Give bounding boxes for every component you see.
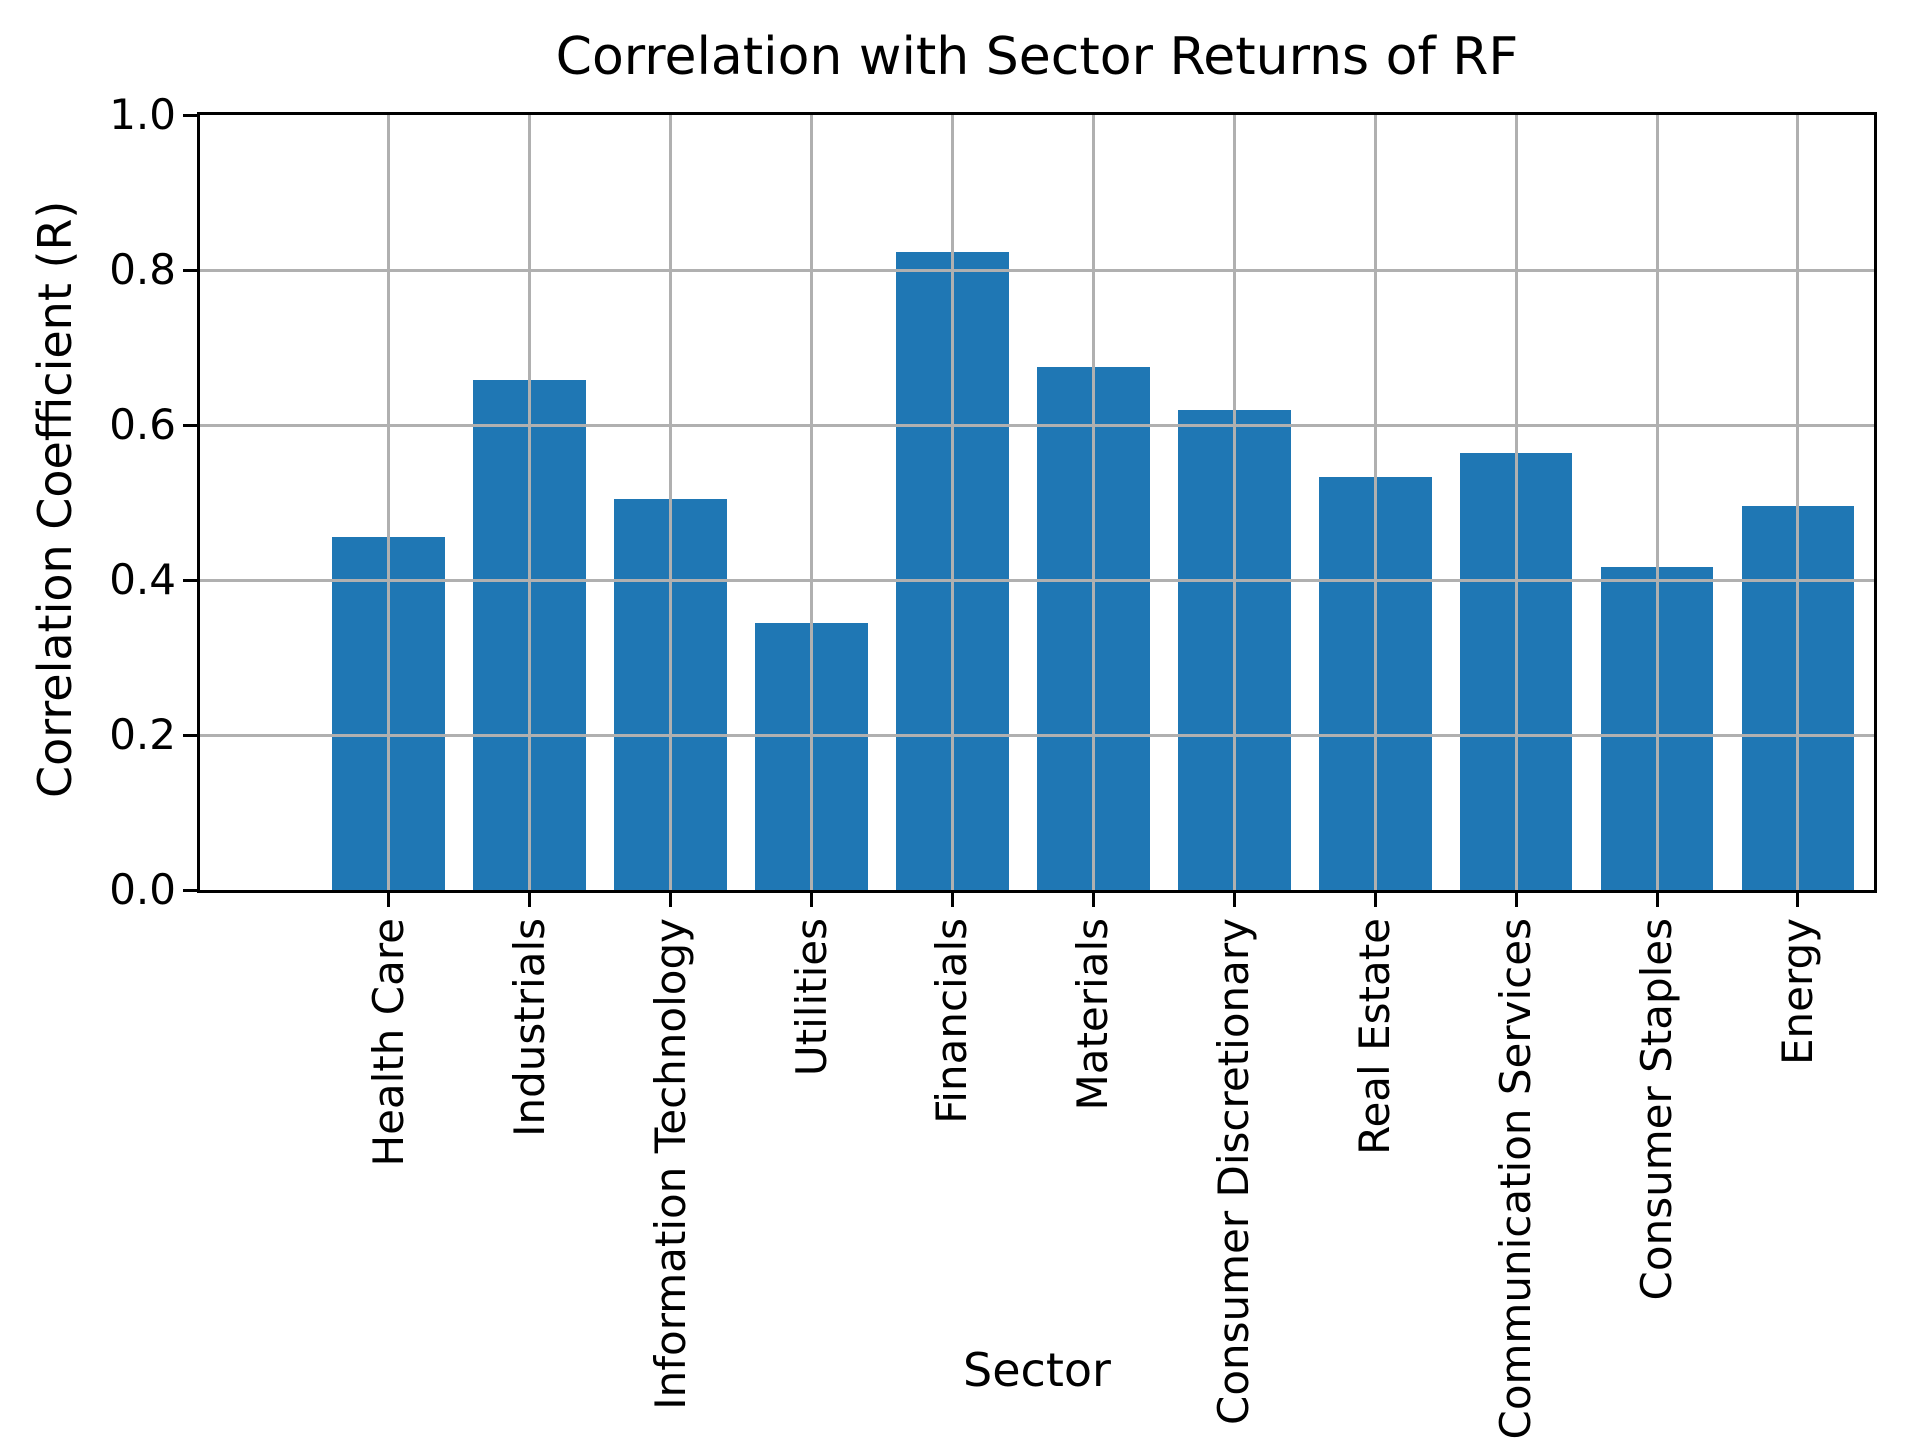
x-tick-label: Financials (927, 918, 977, 1124)
v-gridline (1232, 115, 1236, 890)
x-tick (810, 893, 814, 907)
x-tick (1514, 893, 1518, 907)
y-tick (183, 113, 197, 117)
x-tick-label: Consumer Discretionary (1209, 918, 1259, 1425)
v-gridline (669, 115, 673, 890)
y-tick (183, 268, 197, 272)
y-tick-label: 0.6 (109, 400, 176, 449)
y-tick-label: 0.4 (109, 555, 176, 604)
x-tick (1232, 893, 1236, 907)
x-tick (1796, 893, 1800, 907)
x-tick-label: Materials (1068, 918, 1118, 1111)
x-tick (1091, 893, 1095, 907)
x-axis-label: Sector (963, 1343, 1111, 1397)
v-gridline (950, 115, 954, 890)
v-gridline (1373, 115, 1377, 890)
y-tick (183, 733, 197, 737)
x-tick-label: Real Estate (1350, 918, 1400, 1155)
x-tick-label: Health Care (363, 918, 413, 1167)
x-tick (387, 893, 391, 907)
x-tick-label: Industrials (504, 918, 554, 1137)
y-tick-label: 0.8 (109, 245, 176, 294)
h-gridline (200, 423, 1874, 427)
v-gridline (1796, 115, 1800, 890)
h-gridline (200, 578, 1874, 582)
y-tick-label: 0.0 (109, 865, 176, 914)
y-tick (183, 578, 197, 582)
x-tick (950, 893, 954, 907)
v-gridline (1514, 115, 1518, 890)
chart-title: Correlation with Sector Returns of RF (555, 27, 1519, 87)
y-axis-label: Correlation Coefficient (R) (28, 200, 82, 799)
x-tick (528, 893, 532, 907)
x-tick (1655, 893, 1659, 907)
x-tick-label: Information Technology (645, 918, 695, 1410)
x-tick-label: Consumer Staples (1632, 918, 1681, 1301)
h-gridline (200, 268, 1874, 272)
x-tick-label: Utilities (786, 918, 836, 1077)
v-gridline (387, 115, 391, 890)
y-tick (183, 888, 197, 892)
x-tick (1373, 893, 1377, 907)
x-tick-label: Communication Services (1491, 918, 1541, 1440)
v-gridline (810, 115, 814, 890)
x-tick-label: Energy (1772, 918, 1822, 1066)
v-gridline (1655, 115, 1659, 890)
v-gridline (1091, 115, 1095, 890)
y-tick-label: 1.0 (109, 90, 176, 139)
x-tick (669, 893, 673, 907)
y-tick-label: 0.2 (109, 710, 176, 759)
h-gridline (200, 733, 1874, 737)
plot-area (197, 112, 1877, 893)
y-tick (183, 423, 197, 427)
v-gridline (528, 115, 532, 890)
